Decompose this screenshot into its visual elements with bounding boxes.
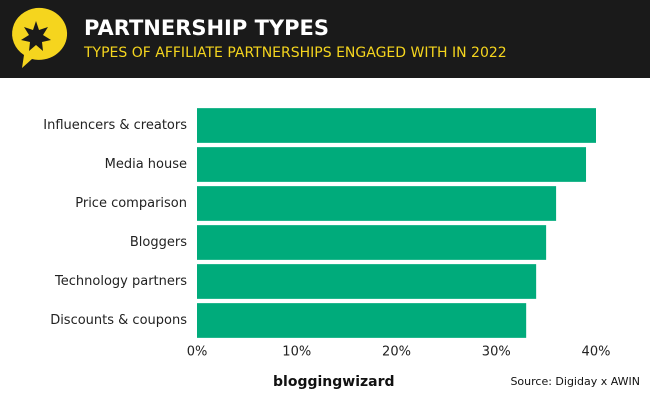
bar <box>197 303 527 338</box>
bar <box>197 225 547 260</box>
y-tick-label: Media house <box>105 157 187 172</box>
x-tick-label: 0% <box>187 345 208 360</box>
chart-subtitle: TYPES OF AFFILIATE PARTNERSHIPS ENGAGED … <box>83 45 507 61</box>
brand: bloggingwizard <box>273 374 395 390</box>
header-band <box>0 0 650 78</box>
y-tick-label: Bloggers <box>130 235 187 250</box>
chart-title: PARTNERSHIP TYPES <box>84 16 329 40</box>
x-tick-label: 30% <box>482 345 511 360</box>
bar <box>197 147 587 182</box>
y-tick-label: Price comparison <box>75 196 187 211</box>
logo-icon <box>12 7 68 68</box>
y-tick-label: Discounts & coupons <box>50 313 187 328</box>
bar <box>197 264 537 299</box>
x-tick-label: 40% <box>582 345 611 360</box>
x-tick-label: 20% <box>382 345 411 360</box>
x-tick-label: 10% <box>282 345 311 360</box>
bar <box>197 108 596 143</box>
bar <box>197 186 557 221</box>
source: Source: Digiday x AWIN <box>510 375 640 388</box>
y-tick-label: Influencers & creators <box>43 118 187 133</box>
y-tick-label: Technology partners <box>54 274 187 289</box>
